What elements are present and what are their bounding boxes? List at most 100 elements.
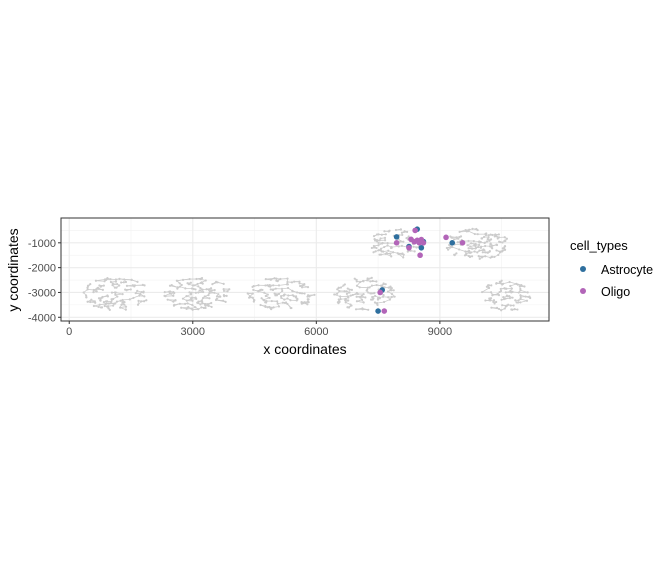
network-node [455,252,458,255]
network-node [186,302,189,305]
x-tick-label: 0 [66,326,72,338]
network-node [388,286,392,289]
network-node [487,234,490,237]
network-node [170,284,173,287]
network-node [378,296,381,299]
network-node [118,277,121,280]
network-node [348,291,351,294]
x-tick-label: 9000 [428,326,452,338]
network-node [382,250,385,253]
legend: cell_types Astrocyte Oligo [570,238,653,299]
network-node [495,243,498,246]
network-node [207,293,210,297]
network-node [400,244,404,247]
network-node [277,292,280,296]
network-node [401,233,404,237]
network-node [370,276,373,279]
network-node [190,287,194,290]
network-node [511,290,514,293]
data-point-oligo [406,244,412,251]
network-node [286,280,289,284]
network-node [248,295,252,298]
network-node [116,283,119,286]
network-node [529,296,532,300]
network-node [514,299,517,302]
network-node [181,297,185,300]
network-node [113,302,116,305]
network-node [184,287,187,290]
network-node [486,238,489,241]
network-node [494,233,497,236]
network-node [519,294,522,297]
network-node [93,300,96,303]
network-node [384,233,387,236]
network-node [191,299,194,302]
network-node [138,294,141,297]
network-node [402,253,405,256]
network-node [166,298,169,301]
network-node [137,299,140,303]
network-node [520,283,523,287]
network-node [252,300,255,303]
network-node [192,284,196,287]
network-edge [520,300,528,303]
network-node [498,240,501,243]
network-node [470,247,473,250]
network-node [512,304,515,307]
network-node [206,303,210,306]
network-node [402,240,405,243]
network-node [387,230,390,233]
data-point-oligo [417,252,423,259]
network-node [370,284,374,287]
network-node [490,246,493,249]
network-node [295,299,298,302]
network-node [339,286,343,289]
network-node [295,291,299,294]
network-node [477,243,481,247]
network-node [366,288,369,291]
network-node [346,306,349,309]
network-node [347,296,350,299]
network-node [199,281,202,285]
network-node [107,302,110,305]
network-node [384,252,387,255]
network-node [286,286,290,290]
network-node [355,278,358,281]
network-node [195,277,198,281]
network-node [101,288,104,291]
network-node [136,280,139,283]
network-node [489,238,493,241]
network-node [99,299,102,302]
network-node [266,293,269,296]
network-node [346,287,349,290]
network-node [264,278,267,281]
network-node [502,296,505,299]
network-node [383,239,387,242]
network-node [371,279,374,283]
network-node [181,278,185,281]
network-node [286,277,289,280]
network-node [487,286,491,290]
network-edge [95,278,106,282]
network-edge [278,283,288,286]
network-node [140,290,143,294]
network-node [366,286,369,289]
network-node [362,280,365,283]
network-node [390,292,394,296]
network-node [371,298,374,301]
network-node [464,250,467,253]
network-node [213,288,216,292]
network-node [266,284,269,287]
network-node [286,302,289,306]
network-node [199,303,202,306]
network-node [489,291,493,294]
network-cluster [246,277,316,311]
network-node [268,305,271,309]
network-node [495,249,498,252]
network-node [406,250,409,253]
network-node [367,308,370,311]
network-node [505,294,509,297]
network-node [500,298,503,301]
network-node [197,308,200,311]
network-node [210,289,213,292]
